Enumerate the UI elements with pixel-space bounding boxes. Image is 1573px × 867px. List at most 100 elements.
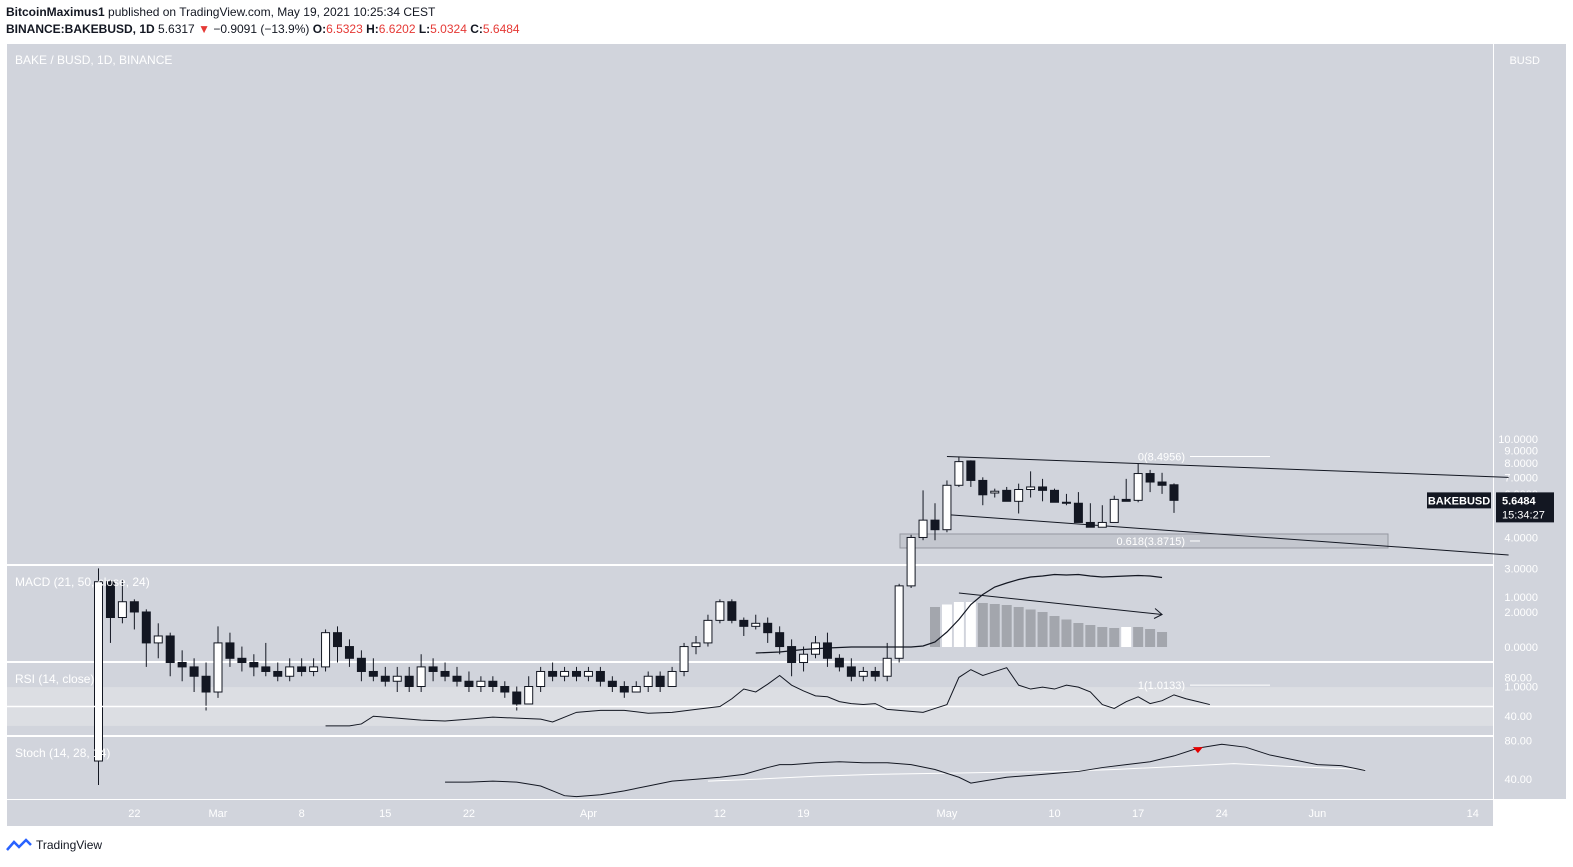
high-value: 6.6202: [378, 22, 416, 36]
rsi-title: RSI (14, close): [15, 672, 94, 686]
candle-body: [380, 675, 390, 682]
candle-body: [416, 666, 426, 688]
candle-body: [787, 646, 797, 664]
chart-title: BAKE / BUSD, 1D, BINANCE: [15, 53, 172, 67]
candle-body: [882, 657, 892, 677]
time-tick-label: May: [937, 808, 958, 820]
candle-body: [607, 680, 617, 688]
macd-histogram-bar: [1097, 627, 1108, 647]
candle-body: [177, 662, 187, 668]
macd-tick-label: 1.0000: [1504, 592, 1538, 604]
time-tick-label: Jun: [1309, 808, 1327, 820]
candle-body: [548, 670, 558, 677]
candle-body: [1002, 489, 1012, 502]
macd-histogram-bar: [953, 602, 964, 647]
candle-body: [356, 657, 366, 672]
macd-histogram-bar: [1049, 616, 1060, 647]
candle-body: [727, 601, 737, 621]
candle-body: [141, 611, 151, 644]
price-tick-label: 8.0000: [1504, 458, 1538, 470]
candle-body: [1133, 473, 1143, 501]
time-tick-label: 19: [797, 808, 809, 820]
price-tag-value: 5.6484: [1502, 495, 1537, 507]
macd-histogram-bar: [965, 602, 976, 647]
candle-body: [524, 686, 534, 705]
candle-body: [512, 691, 522, 705]
candle-body: [1085, 521, 1095, 528]
macd-histogram-bar: [930, 607, 940, 647]
low-value: 5.0324: [430, 22, 467, 36]
macd-histogram-bar: [1001, 605, 1012, 647]
ohlc-line: BINANCE:BAKEBUSD, 1D 5.6317 ▼ −0.9091 (−…: [6, 22, 520, 36]
close-label: C:: [470, 22, 483, 36]
macd-histogram-bar: [1121, 627, 1132, 647]
candle-body: [333, 632, 342, 648]
candle-body: [930, 519, 940, 531]
symbol-label: BINANCE:BAKEBUSD, 1D: [6, 22, 155, 36]
last-price: 5.6317: [158, 22, 195, 36]
price-axis-bg[interactable]: [1494, 44, 1566, 799]
channel-lower-line: [946, 514, 1509, 556]
sell-signal-triangle-icon: [1192, 747, 1203, 754]
footer-brand[interactable]: TradingView: [6, 838, 102, 852]
macd-histogram-bar: [977, 603, 988, 647]
candle-body: [213, 642, 223, 693]
candle-body: [404, 675, 414, 687]
time-tick-label: 10: [1048, 808, 1060, 820]
candle-body: [822, 642, 832, 659]
candle-body: [679, 646, 689, 672]
rsi-tick-label: 80.00: [1504, 672, 1532, 684]
candle-body: [309, 666, 319, 672]
candle-body: [237, 657, 247, 664]
candle-body: [117, 601, 127, 619]
author-name[interactable]: BitcoinMaximus1: [6, 5, 105, 19]
time-axis-bg[interactable]: [7, 800, 1493, 826]
macd-histogram-bar: [1157, 632, 1168, 647]
candle-body: [201, 675, 211, 693]
price-tick-label: 2.0000: [1504, 607, 1538, 619]
candle-body: [583, 670, 593, 677]
candle-body: [1026, 486, 1036, 490]
channel-upper-line: [946, 455, 1509, 478]
candle-body: [1157, 481, 1167, 486]
candle-body: [858, 670, 868, 677]
candle-body: [655, 675, 665, 687]
candle-body: [1061, 501, 1071, 504]
macd-histogram-bar: [1073, 623, 1084, 647]
symbol-tag-label: BAKEBUSD: [1428, 495, 1490, 507]
candle-body: [452, 675, 462, 682]
price-tick-label: 3.0000: [1504, 563, 1538, 575]
macd-divergence-arrow-line: [958, 592, 1163, 615]
candle-body: [918, 519, 928, 538]
time-tick-label: 8: [299, 808, 305, 820]
candle-body: [966, 460, 976, 481]
candle-body: [978, 479, 988, 496]
macd-histogram-bar: [1013, 607, 1024, 647]
candle-body: [1169, 484, 1179, 501]
publisher-line: BitcoinMaximus1 published on TradingView…: [6, 5, 435, 19]
candle-body: [129, 601, 139, 613]
candle-body: [488, 680, 498, 688]
candle-body: [249, 662, 259, 668]
candle-body: [297, 666, 307, 672]
candle-body: [715, 601, 725, 621]
macd-histogram-bar: [989, 604, 1000, 647]
macd-histogram-bar: [1025, 609, 1036, 647]
macd-histogram-bar: [1109, 628, 1120, 647]
candle-body: [834, 657, 844, 668]
candle-body: [428, 666, 438, 672]
brand-name: TradingView: [36, 838, 103, 852]
symbol-tag-bg: [1427, 492, 1491, 509]
change-value: −0.9091 (−13.9%): [213, 22, 310, 36]
price-tag-bg: [1496, 492, 1554, 523]
tradingview-logo-icon: [6, 838, 32, 851]
price-tick-label: 7.0000: [1504, 472, 1538, 484]
macd-title: MACD (21, 50, close, 24): [15, 575, 150, 589]
rsi-line: [325, 667, 1210, 727]
stoch-pane-bg: [7, 737, 1493, 799]
time-tick-label: Mar: [209, 808, 228, 820]
macd-tick-label: 0.0000: [1504, 642, 1538, 654]
candle-body: [572, 670, 581, 677]
arrow-head-icon: [1153, 608, 1163, 619]
